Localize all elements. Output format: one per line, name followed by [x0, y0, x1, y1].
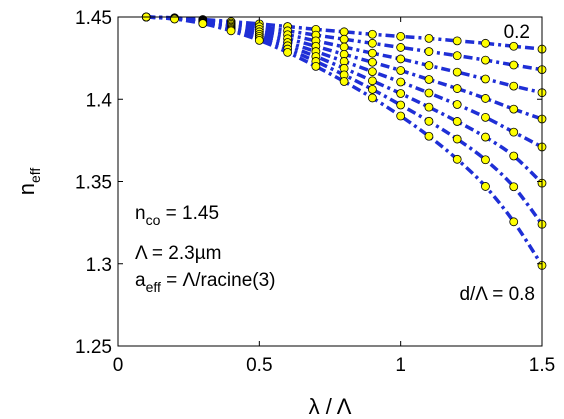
data-point: [339, 42, 349, 52]
data-point: [396, 54, 406, 64]
data-point: [367, 76, 377, 86]
data-point: [198, 19, 208, 28]
data-point: [509, 151, 519, 161]
series-layer: [141, 12, 547, 270]
data-point: [452, 100, 462, 109]
series-line: [146, 15, 544, 267]
x-axis-label: λ / Λ: [309, 394, 352, 419]
y-tick-label: 1.45: [75, 8, 112, 29]
y-tick-label: 1.35: [75, 173, 112, 194]
data-point: [424, 33, 434, 43]
y-tick-label: 1.4: [86, 90, 113, 111]
data-point: [509, 217, 519, 227]
data-point: [509, 104, 519, 114]
data-point: [509, 81, 519, 91]
top-series-label: 0.2: [504, 22, 530, 43]
data-point: [481, 74, 490, 84]
data-point: [452, 67, 462, 77]
data-point: [481, 132, 490, 142]
data-point: [424, 75, 434, 84]
x-tick-label: 1.5: [529, 355, 555, 376]
core-index-annotation: nco = 1.45: [135, 203, 219, 228]
data-point: [424, 61, 434, 70]
data-point: [452, 117, 462, 126]
data-point: [367, 29, 377, 39]
data-point: [509, 127, 519, 137]
data-point: [283, 47, 293, 57]
data-point: [481, 112, 490, 122]
bottom-series-label: d/Λ = 0.8: [459, 284, 535, 305]
data-point: [396, 77, 406, 87]
data-point: [339, 27, 349, 37]
data-point: [424, 131, 434, 141]
data-point: [509, 182, 519, 192]
data-point: [396, 32, 406, 41]
data-point: [481, 155, 490, 165]
data-point: [424, 102, 434, 112]
data-point: [452, 154, 462, 164]
data-point: [396, 111, 406, 121]
data-point: [311, 61, 321, 71]
data-point: [481, 55, 490, 65]
data-point: [509, 41, 519, 51]
data-point: [367, 48, 377, 58]
x-tick-label: 0: [113, 355, 124, 376]
data-point: [424, 116, 434, 126]
data-point: [481, 94, 490, 103]
data-point: [452, 51, 462, 61]
tick-layer: 0 0.5 1 1.5 1.25 1.3 1.35 1.4 1.45: [75, 8, 555, 376]
data-point: [254, 35, 264, 45]
data-point: [509, 60, 519, 70]
effective-radius-annotation: aeff = Λ/racine(3): [135, 270, 275, 295]
data-point: [226, 26, 236, 36]
data-point: [452, 134, 462, 144]
data-point: [367, 57, 377, 67]
data-point: [396, 43, 406, 52]
data-point: [367, 93, 377, 103]
y-tick-label: 1.3: [86, 255, 112, 276]
data-point: [396, 89, 406, 98]
data-point: [367, 38, 377, 48]
data-point: [367, 67, 377, 77]
data-point: [396, 100, 406, 110]
series-8: [141, 12, 547, 270]
data-point: [367, 84, 377, 94]
data-point: [424, 88, 434, 98]
data-point: [452, 36, 462, 46]
data-point: [339, 34, 349, 44]
y-axis-label: neff: [14, 168, 43, 196]
data-point: [481, 182, 490, 191]
data-point: [481, 38, 490, 48]
y-tick-label: 1.25: [75, 337, 112, 358]
x-tick-label: 0.5: [246, 355, 272, 376]
x-tick-label: 1: [395, 355, 406, 376]
data-point: [424, 47, 434, 56]
data-point: [452, 84, 462, 93]
data-point: [339, 77, 349, 86]
data-point: [396, 66, 406, 75]
pitch-annotation: Λ = 2.3µm: [135, 243, 221, 264]
data-point: [170, 14, 179, 24]
